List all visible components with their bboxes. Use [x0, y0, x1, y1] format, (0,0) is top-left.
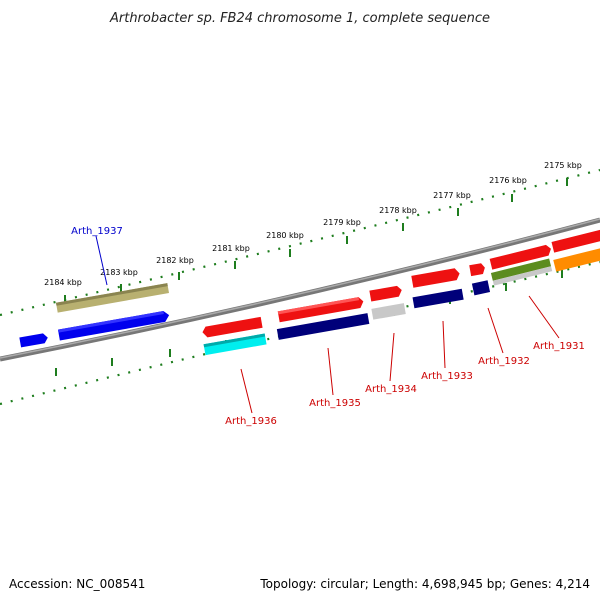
gene-label-arth-1931[interactable]: Arth_1931	[533, 341, 585, 352]
map-title: Arthrobacter sp. FB24 chromosome 1, comp…	[109, 11, 490, 26]
gene-label-arth-1937[interactable]: Arth_1937	[71, 226, 123, 237]
gene-red-forward-3[interactable]	[411, 268, 460, 288]
gene-olive-bar[interactable]	[490, 258, 553, 286]
gene-red-small[interactable]	[469, 263, 486, 277]
gene-label-arth-1935[interactable]: Arth_1935	[309, 398, 361, 409]
ruler-label: 2182 kbp	[156, 256, 194, 265]
gene-orange-bar[interactable]	[553, 247, 600, 272]
ruler-label: 2181 kbp	[212, 244, 250, 253]
accession-text: Accession: NC_008541	[9, 577, 146, 591]
ruler-ticks	[55, 178, 568, 376]
ruler-label: 2177 kbp	[433, 191, 471, 200]
gene-arth-1932-bar[interactable]	[471, 280, 491, 296]
backbone-highlight	[0, 218, 600, 359]
gene-arth-1936-bar[interactable]	[203, 333, 267, 356]
gene-labels: Arth_1937 Arth_1936 Arth_1935 Arth_1934 …	[71, 226, 585, 427]
gene-arth-1937-bar[interactable]	[55, 283, 170, 313]
gene-red-forward-4[interactable]	[489, 244, 553, 270]
gene-leader-lines	[95, 235, 560, 414]
gene-red-forward-5[interactable]	[551, 229, 600, 253]
gene-blue-forward[interactable]	[57, 310, 170, 341]
gene-red-forward-1[interactable]	[277, 296, 365, 323]
gene-red-reverse[interactable]	[202, 316, 263, 338]
gene-label-arth-1933[interactable]: Arth_1933	[421, 371, 473, 382]
ruler-label: 2183 kbp	[100, 268, 138, 277]
ruler-label: 2179 kbp	[323, 218, 361, 227]
ruler-label: 2178 kbp	[379, 206, 417, 215]
gene-label-arth-1932[interactable]: Arth_1932	[478, 356, 530, 367]
gene-features-lower	[202, 247, 600, 356]
upper-ruler	[0, 168, 600, 317]
genome-summary-text: Topology: circular; Length: 4,698,945 bp…	[260, 577, 590, 591]
gene-arth-1933-bar[interactable]	[412, 288, 464, 309]
gene-arth-1934-bar[interactable]	[371, 303, 406, 320]
ruler-label: 2184 kbp	[44, 278, 82, 287]
ruler-label: 2175 kbp	[544, 161, 582, 170]
gene-features-upper	[19, 229, 600, 348]
gene-arth-1935-bar[interactable]	[276, 313, 370, 340]
ruler-label: 2176 kbp	[489, 176, 527, 185]
gene-label-arth-1936[interactable]: Arth_1936	[225, 416, 277, 427]
gene-red-forward-2[interactable]	[369, 285, 402, 302]
chromosome-backbone	[0, 217, 600, 362]
ruler-label: 2180 kbp	[266, 231, 304, 240]
gene-blue-small[interactable]	[19, 333, 48, 348]
gene-label-arth-1934[interactable]: Arth_1934	[365, 384, 417, 395]
ruler-labels: 2175 kbp 2176 kbp 2177 kbp 2178 kbp 2179 kbp…	[44, 161, 582, 287]
